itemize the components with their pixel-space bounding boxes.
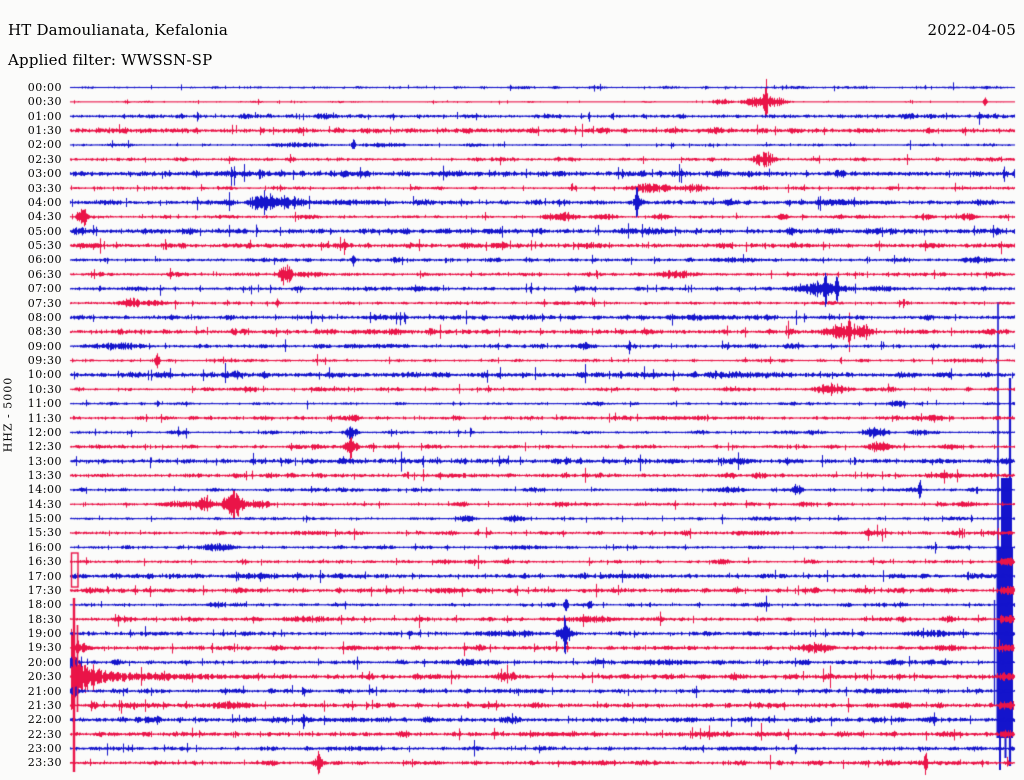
filter-label: Applied filter: WWSSN-SP	[8, 51, 213, 69]
row-time-label: 17:30	[27, 583, 62, 597]
row-time-label: 13:00	[27, 454, 62, 468]
row-time-label: 10:00	[27, 368, 62, 382]
row-time-label: 13:30	[27, 468, 62, 482]
row-time-label: 21:30	[27, 698, 62, 712]
report-date: 2022-04-05	[927, 21, 1016, 39]
row-time-label: 05:00	[27, 224, 62, 238]
row-time-label: 03:30	[27, 181, 62, 195]
row-time-label: 12:00	[27, 425, 62, 439]
row-time-label: 23:00	[27, 742, 62, 756]
row-time-label: 09:30	[27, 354, 62, 368]
row-time-label: 16:30	[27, 555, 62, 569]
row-time-label: 16:00	[27, 540, 62, 554]
row-time-label: 02:30	[27, 152, 62, 166]
row-time-label: 06:30	[27, 267, 62, 281]
row-time-label: 04:30	[27, 210, 62, 224]
row-time-label: 19:00	[27, 627, 62, 641]
row-time-label: 23:30	[27, 756, 62, 770]
row-time-label: 11:00	[27, 397, 62, 411]
row-time-label: 22:00	[27, 713, 62, 727]
row-time-label: 09:00	[27, 339, 62, 353]
row-time-label: 21:00	[27, 684, 62, 698]
row-time-label: 02:00	[27, 138, 62, 152]
row-time-label: 14:30	[27, 497, 62, 511]
row-time-label: 18:30	[27, 612, 62, 626]
row-time-label: 08:00	[27, 310, 62, 324]
row-time-label: 20:00	[27, 655, 62, 669]
row-time-label: 20:30	[27, 670, 62, 684]
row-time-label: 01:30	[27, 124, 62, 138]
row-time-label: 00:30	[27, 95, 62, 109]
row-time-label: 03:00	[27, 167, 62, 181]
row-time-label: 05:30	[27, 239, 62, 253]
row-time-label: 11:30	[27, 411, 62, 425]
row-time-label: 18:00	[27, 598, 62, 612]
row-time-label: 10:30	[27, 382, 62, 396]
row-time-label: 07:30	[27, 296, 62, 310]
row-time-label: 04:00	[27, 195, 62, 209]
row-time-label: 15:00	[27, 512, 62, 526]
row-time-label: 06:00	[27, 253, 62, 267]
row-time-label: 00:00	[27, 81, 62, 94]
row-time-label: 17:00	[27, 569, 62, 583]
row-time-label: 08:30	[27, 325, 62, 339]
row-time-label: 22:30	[27, 727, 62, 741]
row-time-label: 19:30	[27, 641, 62, 655]
row-time-label: 01:00	[27, 109, 62, 123]
row-time-label: 07:00	[27, 282, 62, 296]
row-time-label: 14:00	[27, 483, 62, 497]
row-time-label: 15:30	[27, 526, 62, 540]
station-title: HT Damoulianata, Kefalonia	[8, 21, 228, 39]
row-time-label: 12:30	[27, 440, 62, 454]
